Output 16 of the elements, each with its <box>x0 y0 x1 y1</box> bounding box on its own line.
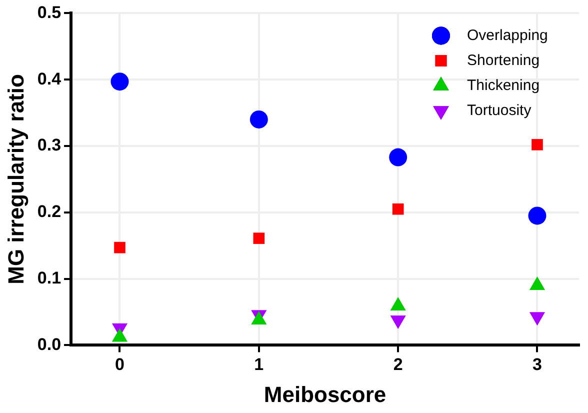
legend-label: Overlapping <box>467 26 548 44</box>
legend-label: Thickening <box>467 76 540 94</box>
y-tick-label: 0.4 <box>37 69 62 88</box>
y-tick-label: 0.0 <box>37 334 62 354</box>
y-tick-label: 0.1 <box>37 268 62 288</box>
x-tick-label: 2 <box>393 355 403 374</box>
y-tick-label: 0.5 <box>37 2 62 22</box>
x-tick-label: 3 <box>532 355 542 374</box>
legend-label: Tortuosity <box>467 102 532 119</box>
y-tick-label: 0.2 <box>37 202 62 222</box>
x-axis-title: Meiboscore <box>264 382 386 407</box>
legend-label: Shortening <box>467 52 540 69</box>
x-tick-label: 1 <box>254 355 264 374</box>
y-tick-label: 0.3 <box>37 136 62 155</box>
y-axis-title: MG irregularity ratio <box>3 74 28 284</box>
x-tick-label: 0 <box>115 355 124 374</box>
